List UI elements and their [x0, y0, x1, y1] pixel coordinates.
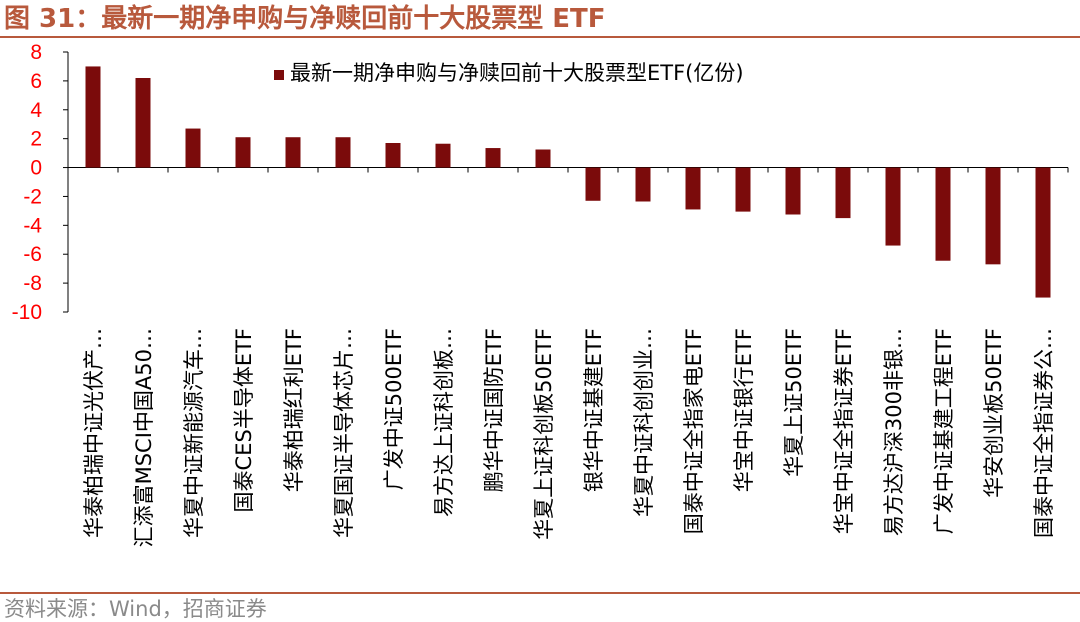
category-label: 易方达沪深300非银… — [882, 328, 906, 536]
bar — [185, 128, 201, 168]
legend-swatch — [274, 70, 284, 80]
bar — [485, 148, 501, 168]
bar — [735, 167, 751, 212]
figure-title: 图 31：最新一期净申购与净赎回前十大股票型 ETF — [4, 4, 606, 34]
legend-label: 最新一期净申购与净赎回前十大股票型ETF(亿份) — [290, 61, 744, 85]
y-tick-label: 4 — [30, 99, 42, 122]
y-tick-label: -6 — [23, 243, 42, 266]
bar — [585, 167, 601, 201]
category-label: 国泰CES半导体ETF — [232, 328, 256, 512]
bar — [635, 167, 651, 202]
category-label: 华安创业板50ETF — [982, 328, 1006, 498]
category-label: 华夏上证50ETF — [782, 328, 806, 477]
source-note: 资料来源：Wind，招商证券 — [4, 597, 267, 621]
category-label: 国泰中证全指证券公… — [1032, 328, 1056, 538]
category-label: 汇添富MSCI中国A50… — [132, 328, 156, 547]
category-label: 银华中证基建ETF — [582, 328, 606, 492]
bar — [235, 137, 251, 168]
bar — [685, 167, 701, 210]
axes: 8 6 4 2 0 -2 -4 -6 -8 -10 — [12, 41, 1069, 324]
bar — [985, 167, 1001, 265]
bar — [135, 78, 151, 168]
bars — [85, 66, 1051, 298]
bar — [335, 137, 351, 168]
category-label: 华泰柏瑞中证光伏产… — [82, 328, 106, 538]
category-label: 华夏中证科创创业… — [632, 328, 656, 517]
bar — [385, 143, 401, 168]
category-label: 国泰中证全指家电ETF — [682, 328, 706, 534]
bar — [535, 149, 551, 168]
bar — [885, 167, 901, 246]
bar — [1035, 167, 1051, 298]
title-rule — [0, 36, 1080, 38]
y-tick-label: 0 — [30, 157, 42, 180]
bar — [85, 66, 101, 168]
category-label: 华泰柏瑞红利ETF — [282, 328, 306, 492]
category-label: 广发中证500ETF — [382, 328, 406, 490]
bar — [435, 143, 451, 168]
y-tick-label: -4 — [23, 214, 42, 237]
y-tick-label: -10 — [12, 301, 42, 324]
y-tick-label: 6 — [30, 70, 42, 93]
bar — [285, 137, 301, 168]
category-label: 华夏中证新能源汽车… — [182, 328, 206, 538]
bar-chart: 最新一期净申购与净赎回前十大股票型ETF(亿份) 8 6 4 2 0 -2 -4 -6 -8 -1… — [12, 41, 1069, 547]
bar — [935, 167, 951, 261]
y-tick-label: 8 — [30, 41, 42, 64]
footer-rule — [0, 592, 1080, 594]
category-label: 华宝中证全指证券ETF — [832, 328, 856, 534]
bar — [785, 167, 801, 215]
y-tick-label: 2 — [30, 128, 42, 151]
category-labels: 华泰柏瑞中证光伏产… 汇添富MSCI中国A50… 华夏中证新能源汽车… 国泰CES半导… — [82, 328, 1056, 547]
y-tick-label: -8 — [23, 272, 42, 295]
category-label: 易方达上证科创板… — [432, 328, 456, 517]
category-label: 鹏华中证国防ETF — [482, 328, 506, 492]
category-label: 广发中证基建工程ETF — [932, 328, 956, 534]
legend: 最新一期净申购与净赎回前十大股票型ETF(亿份) — [274, 61, 744, 85]
category-label: 华夏上证科创板50ETF — [532, 328, 556, 540]
y-tick-label: -2 — [23, 185, 42, 208]
bar — [835, 167, 851, 219]
category-label: 华宝中证银行ETF — [732, 328, 756, 492]
category-label: 华夏国证半导体芯片… — [332, 328, 356, 538]
